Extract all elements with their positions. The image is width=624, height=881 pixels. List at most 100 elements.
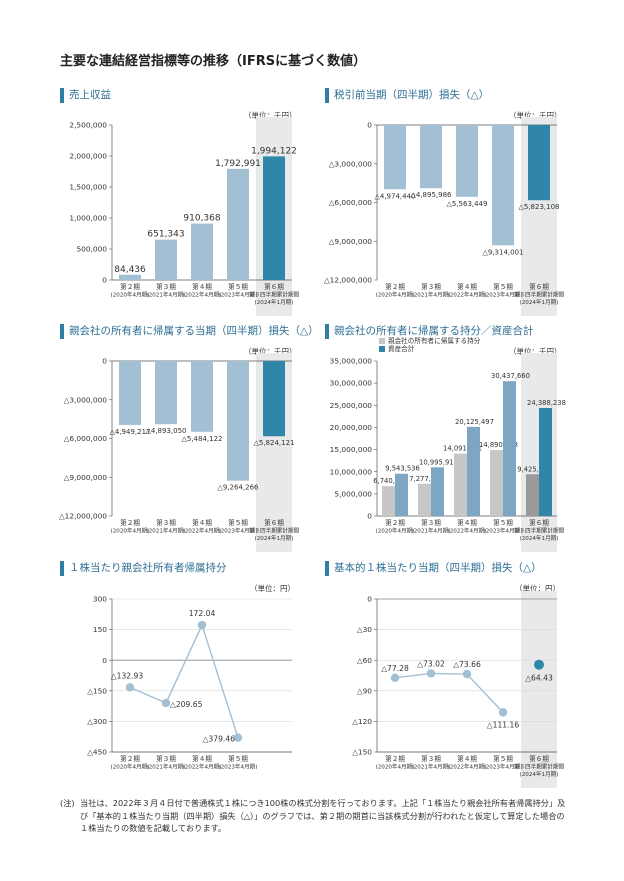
bar bbox=[191, 223, 213, 280]
data-point bbox=[233, 733, 243, 742]
y-tick-label: △150 bbox=[352, 748, 372, 757]
chart-eps: 0 △30 △60 △90 △120 △150 第２期(2020年4月期) 第３期(2021年… bbox=[352, 591, 565, 788]
x-tick-label: 第２期 bbox=[120, 754, 140, 763]
x-tick-label: (2024年1月期) bbox=[520, 770, 559, 778]
data-label: △379.46 bbox=[203, 735, 236, 744]
data-label: 10,995,910 bbox=[419, 458, 458, 466]
x-tick-label: 第３四半期累計期間 bbox=[249, 291, 300, 299]
data-label: 20,125,497 bbox=[455, 418, 494, 426]
y-tick-label: 2,000,000 bbox=[69, 152, 107, 161]
x-tick-label: (2020年4月期) bbox=[111, 763, 150, 771]
panel-eps: 基本的１株当たり当期（四半期）損失（△） （単位：円） 0 △30 △60 △90 △1… bbox=[325, 561, 565, 788]
x-tick-label: (2020年4月期) bbox=[111, 527, 150, 535]
bar bbox=[227, 168, 249, 280]
x-tick-label: 第２期 bbox=[120, 518, 140, 527]
panel-bps: １株当たり親会社所有者帰属持分 （単位：円） 300 150 0 △150 △300 △4… bbox=[60, 561, 298, 781]
chart-title-pretax-loss: 税引前当期（四半期）損失（△） bbox=[325, 88, 489, 103]
legend-swatch bbox=[379, 346, 385, 352]
y-tick-label: 30,000,000 bbox=[330, 379, 373, 388]
bar bbox=[490, 450, 503, 516]
bar bbox=[503, 381, 516, 516]
x-tick-label: 第３期 bbox=[421, 754, 441, 763]
panel-revenue: 売上収益 （単位：千円） 0 500,000 1,000,000 1,500,000 2… bbox=[60, 88, 300, 316]
x-tick-label: 第２期 bbox=[385, 282, 405, 291]
x-tick-label: 第４期 bbox=[457, 282, 477, 291]
y-tick-label: △30 bbox=[357, 625, 372, 634]
data-label: △4,895,986 bbox=[410, 191, 452, 199]
legend-label: 資産合計 bbox=[388, 344, 415, 353]
x-tick-label: 第５期 bbox=[493, 754, 513, 763]
bar bbox=[492, 125, 514, 246]
bar bbox=[263, 156, 285, 280]
bar bbox=[227, 361, 249, 481]
panel-pretax-loss: 税引前当期（四半期）損失（△） （単位：千円） 0 △3,000,000 △6,00… bbox=[324, 88, 565, 316]
data-label: △111.16 bbox=[487, 720, 520, 729]
x-tick-label: (2023年4月期) bbox=[219, 291, 258, 299]
x-tick-label: 第４期 bbox=[192, 518, 212, 527]
x-tick-label: 第３四半期累計期間 bbox=[514, 763, 565, 771]
bar bbox=[420, 125, 442, 189]
x-tick-label: (2022年4月期) bbox=[448, 763, 487, 771]
x-tick-label: 第２期 bbox=[120, 282, 140, 291]
y-tick-label: △3,000,000 bbox=[329, 159, 373, 168]
y-tick-label: 0 bbox=[367, 595, 372, 604]
unit-label-bps: （単位：円） bbox=[250, 584, 295, 593]
bar bbox=[395, 473, 408, 516]
data-point bbox=[426, 669, 436, 678]
bar bbox=[155, 239, 177, 280]
data-point bbox=[125, 683, 135, 692]
x-tick-label: (2023年4月期) bbox=[219, 527, 258, 535]
data-label: △73.66 bbox=[453, 660, 481, 669]
y-tick-label: 1,000,000 bbox=[69, 214, 107, 223]
x-tick-label: 第６期 bbox=[529, 518, 549, 527]
bar bbox=[384, 125, 406, 190]
y-tick-label: 300 bbox=[93, 595, 107, 604]
x-tick-label: 第２期 bbox=[385, 754, 405, 763]
x-tick-label: (2020年4月期) bbox=[111, 291, 150, 299]
data-point bbox=[534, 659, 544, 670]
series-line bbox=[394, 672, 504, 713]
x-tick-label: (2021年4月期) bbox=[412, 527, 451, 535]
y-tick-label: △450 bbox=[87, 748, 107, 757]
bar bbox=[539, 407, 552, 516]
data-label: 9,425,539 bbox=[517, 465, 552, 473]
bar bbox=[456, 125, 478, 197]
bar bbox=[454, 453, 467, 516]
chart-title-eps: 基本的１株当たり当期（四半期）損失（△） bbox=[325, 561, 542, 576]
y-tick-label: △150 bbox=[87, 686, 107, 695]
data-label: 7,277,410 bbox=[409, 475, 444, 483]
y-tick-label: 5,000,000 bbox=[334, 489, 372, 498]
bar bbox=[431, 467, 444, 516]
data-label: 24,388,238 bbox=[527, 399, 566, 407]
x-tick-label: (2022年4月期) bbox=[183, 291, 222, 299]
bar bbox=[418, 483, 431, 516]
x-tick-label: 第５期 bbox=[228, 754, 248, 763]
data-label: 1,994,122 bbox=[251, 146, 297, 156]
x-tick-label: 第３期 bbox=[156, 754, 176, 763]
y-tick-label: 20,000,000 bbox=[330, 423, 373, 432]
data-label: △5,563,449 bbox=[446, 200, 487, 208]
data-label: 6,740,836 bbox=[373, 477, 408, 485]
x-tick-label: (2020年4月期) bbox=[376, 527, 415, 535]
data-label: 9,543,536 bbox=[385, 465, 420, 473]
y-tick-label: 150 bbox=[93, 625, 107, 634]
y-tick-label: 1,500,000 bbox=[69, 183, 107, 192]
x-tick-label: 第５期 bbox=[493, 518, 513, 527]
data-label: 30,437,660 bbox=[491, 372, 530, 380]
data-point bbox=[462, 669, 472, 679]
x-tick-label: 第６期 bbox=[529, 754, 549, 763]
bar bbox=[467, 426, 480, 516]
x-tick-label: 第３期 bbox=[156, 518, 176, 527]
data-label: △132.93 bbox=[111, 671, 144, 680]
unit-label-eps: （単位：円） bbox=[515, 584, 560, 593]
y-tick-label: △6,000,000 bbox=[64, 434, 108, 443]
x-tick-label: 第４期 bbox=[457, 518, 477, 527]
page-title: 主要な連結経営指標等の推移（IFRSに基づく数値） bbox=[60, 54, 367, 69]
data-label: △209.65 bbox=[170, 700, 203, 709]
bar bbox=[526, 474, 539, 516]
bar bbox=[382, 486, 395, 516]
y-tick-label: △6,000,000 bbox=[329, 198, 373, 207]
x-tick-label: 第４期 bbox=[457, 754, 477, 763]
panel-owners-loss: 親会社の所有者に帰属する当期（四半期）損失（△） （単位：千円） 0 △3,000… bbox=[59, 324, 319, 552]
data-label: △4,974,440 bbox=[374, 192, 415, 200]
